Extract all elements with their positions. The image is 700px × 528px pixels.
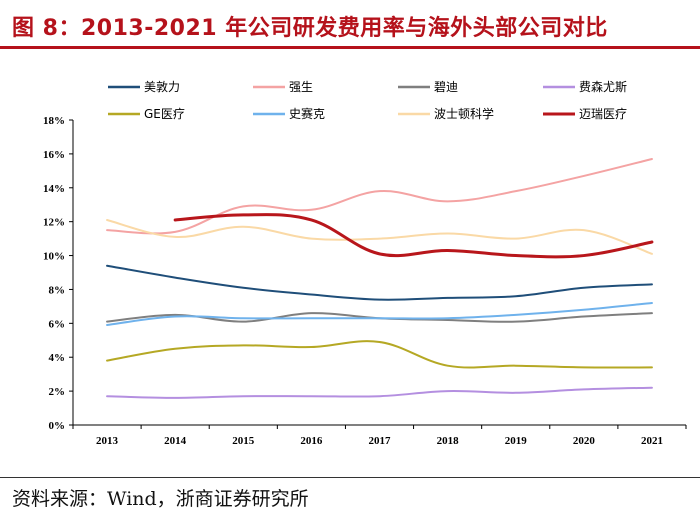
series-line-6 [106, 302, 653, 327]
y-tick-label: 8% [49, 284, 66, 296]
source-divider [0, 477, 700, 478]
y-tick-label: 2% [49, 386, 66, 398]
legend-item: 费森尤斯 [543, 79, 627, 94]
x-tick-label: 2021 [641, 435, 663, 447]
series-line-5 [106, 340, 653, 369]
title-divider [0, 46, 700, 49]
x-tick-label: 2019 [505, 435, 528, 447]
legend-item: 迈瑞医疗 [543, 107, 627, 121]
chart-series [106, 157, 654, 399]
y-tick-label: 14% [43, 183, 65, 195]
y-tick-label: 18% [43, 115, 65, 127]
legend-label: 碧迪 [434, 80, 458, 94]
x-tick-label: 2017 [369, 435, 392, 447]
line-chart: 0% 2% 4% 6% 8% 10% 12% 14% 16% 18% 2013 2014 2015 201… [43, 79, 687, 447]
series-line-4 [106, 386, 653, 399]
legend-item: 强生 [253, 80, 313, 94]
x-tick-label: 2013 [96, 435, 119, 447]
chart-axes: 0% 2% 4% 6% 8% 10% 12% 14% 16% 18% 2013 2014 2015 201… [43, 115, 687, 447]
y-tick-label: 12% [43, 217, 65, 229]
x-tick-label: 2014 [164, 435, 187, 447]
legend-label: 强生 [289, 80, 313, 94]
series-line-2 [106, 157, 653, 235]
legend-item: 史赛克 [253, 106, 325, 121]
y-tick-label: 4% [49, 352, 66, 364]
series-line-7 [106, 218, 653, 255]
legend-label: 迈瑞医疗 [579, 107, 627, 121]
legend-label: GE医疗 [144, 107, 185, 121]
figure-title: 图 8：2013-2021 年公司研发费用率与海外头部公司对比 [12, 16, 608, 41]
legend-item: 波士顿科学 [398, 106, 494, 121]
x-tick-label: 2015 [232, 435, 255, 447]
x-tick-label: 2020 [573, 435, 596, 447]
legend-item: 美敦力 [108, 79, 180, 94]
series-line-8 [173, 213, 654, 259]
x-tick-label: 2016 [300, 435, 323, 447]
y-tick-label: 10% [43, 251, 65, 263]
chart-legend: 美敦力 强生 碧迪 费森尤斯 GE医疗 史赛克 波士顿科学 迈瑞医疗 [108, 79, 627, 121]
legend-label: 费森尤斯 [579, 79, 627, 94]
y-tick-label: 0% [49, 420, 66, 432]
source-note: 资料来源：Wind，浙商证券研究所 [12, 488, 309, 510]
legend-item: GE医疗 [108, 107, 185, 121]
legend-item: 碧迪 [398, 80, 458, 94]
legend-label: 史赛克 [289, 106, 325, 121]
legend-label: 美敦力 [144, 79, 180, 94]
legend-label: 波士顿科学 [434, 106, 494, 121]
y-tick-label: 16% [43, 149, 65, 161]
y-tick-label: 6% [49, 318, 66, 330]
x-tick-label: 2018 [437, 435, 460, 447]
series-line-1 [106, 264, 653, 301]
